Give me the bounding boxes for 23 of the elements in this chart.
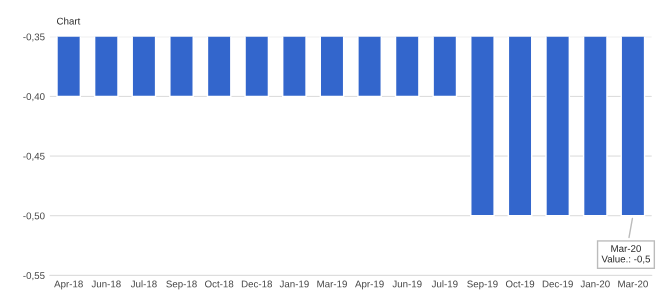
- x-tick-label: Oct-19: [506, 280, 534, 288]
- x-tick-label: Apr-19: [355, 280, 384, 290]
- y-tick-label: -0,40: [23, 93, 45, 102]
- x-tick-label: Jun-19: [392, 280, 422, 288]
- y-tick-label: -0,35: [23, 33, 45, 42]
- y-tick-label: -0,50: [23, 212, 45, 220]
- x-tick-label: Sep-19: [467, 280, 498, 290]
- x-tick-label: Apr-18: [54, 280, 83, 290]
- x-tick-label: Jan-20: [580, 280, 610, 288]
- x-tick-label: Dec-19: [542, 280, 573, 288]
- x-tick-label: Jul-19: [432, 280, 458, 288]
- y-tick-label: -0,45: [23, 152, 45, 161]
- x-tick-label: Jan-19: [280, 280, 309, 288]
- x-tick-label: Sep-18: [166, 280, 197, 290]
- x-tick-label: Mar-19: [317, 280, 347, 288]
- chart-title: Chart: [57, 17, 80, 25]
- x-tick-label: Jun-18: [92, 280, 121, 288]
- annotation: Mar-20 Value.: -0,5: [601, 245, 650, 264]
- x-tick-label: Dec-18: [242, 280, 272, 288]
- x-tick-label: Mar-20: [618, 280, 648, 288]
- y-tick-label: -0,55: [23, 272, 45, 280]
- x-tick-label: Jul-18: [130, 280, 157, 288]
- x-tick-label: Oct-18: [205, 280, 234, 288]
